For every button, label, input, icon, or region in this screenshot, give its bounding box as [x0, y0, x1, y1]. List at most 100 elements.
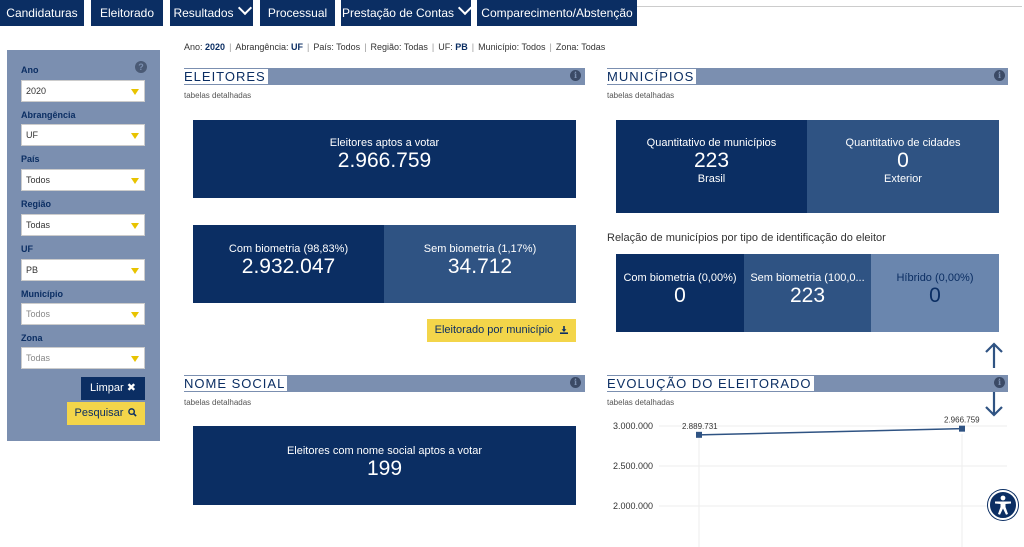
- info-icon[interactable]: i: [570, 70, 581, 81]
- eleitores-com-biometria-label: Com biometria (98,83%): [228, 243, 349, 255]
- data-point[interactable]: [959, 425, 965, 432]
- nav-resultados-label: Resultados: [173, 6, 234, 20]
- dropdown-arrow-icon: [131, 89, 139, 95]
- evolucao-title: EVOLUÇÃO DO ELEITORADO: [607, 376, 814, 391]
- limpar-button[interactable]: Limpar ✖: [81, 377, 145, 400]
- eleitores-subtitle[interactable]: tabelas detalhadas: [184, 91, 252, 100]
- top-navbar: Candidaturas Eleitorado Resultados Proce…: [0, 0, 1024, 26]
- nome-social-label: Eleitores com nome social aptos a votar: [286, 445, 483, 457]
- info-icon[interactable]: i: [994, 70, 1005, 81]
- quantitativo-municipios-sub: Brasil: [697, 173, 726, 185]
- dropdown-arrow-icon: [131, 268, 139, 274]
- abrangencia-label: Abrangência: [21, 110, 76, 120]
- nav-candidaturas[interactable]: Candidaturas: [0, 0, 84, 26]
- filter-zona: Zona: Todas: [555, 42, 606, 52]
- info-icon[interactable]: i: [994, 377, 1005, 388]
- divider: [637, 6, 1022, 7]
- arrow-down-icon[interactable]: [982, 389, 1006, 417]
- municipios-sem-biometria-label: Sem biometria (100,0...: [750, 272, 865, 284]
- eleitorado-por-municipio-button[interactable]: Eleitorado por município: [427, 319, 576, 342]
- nav-processual[interactable]: Processual: [260, 0, 335, 26]
- nav-prestacao-contas-label: Prestação de Contas: [341, 6, 455, 20]
- eleitores-sem-biometria-label: Sem biometria (1,17%): [423, 243, 537, 255]
- municipios-sem-biometria-card[interactable]: Sem biometria (100,0... 223: [744, 254, 871, 332]
- municipios-com-biometria-label: Com biometria (0,00%): [623, 272, 737, 284]
- nav-resultados[interactable]: Resultados: [170, 0, 253, 26]
- filter-uf-label: UF:: [438, 42, 453, 52]
- search-icon: [128, 408, 138, 417]
- evolucao-chart: 3.000.000 2.500.000 2.000.000 2.889.731 2.96…: [613, 416, 1007, 547]
- pais-select-value: Todos: [26, 175, 51, 185]
- eleitores-aptos-value: 2.966.759: [337, 149, 432, 172]
- nav-prestacao-contas[interactable]: Prestação de Contas: [341, 0, 473, 26]
- dropdown-arrow-icon: [131, 178, 139, 184]
- download-icon: [560, 326, 569, 334]
- quantitativo-cidades-sub: Exterior: [884, 173, 922, 185]
- filter-sidebar: ? Ano 2020 Abrangência UF País Todos Reg…: [7, 50, 160, 441]
- filter-ano-value: 2020: [205, 42, 226, 52]
- filter-uf-value: PB: [455, 42, 468, 52]
- eleitores-com-biometria-card[interactable]: Com biometria (98,83%) 2.932.047: [193, 225, 384, 303]
- limpar-button-label: Limpar: [90, 382, 124, 394]
- quantitativo-cidades-label: Quantitativo de cidades: [845, 137, 961, 149]
- abrangencia-select[interactable]: UF: [21, 124, 145, 146]
- municipio-select-value: Todos: [26, 309, 51, 319]
- ano-select[interactable]: 2020: [21, 80, 145, 102]
- data-label: 2.966.759: [944, 416, 980, 425]
- ano-select-value: 2020: [26, 86, 47, 96]
- municipios-com-biometria-card[interactable]: Com biometria (0,00%) 0: [616, 254, 744, 332]
- dropdown-arrow-icon: [131, 223, 139, 229]
- pesquisar-button[interactable]: Pesquisar: [67, 402, 145, 425]
- info-icon[interactable]: i: [570, 377, 581, 388]
- municipios-header-bar: [607, 68, 1008, 85]
- eleitores-aptos-label: Eleitores aptos a votar: [329, 137, 440, 149]
- nome-social-title: NOME SOCIAL: [184, 376, 288, 391]
- series-line: [698, 427, 963, 436]
- data-point[interactable]: [696, 431, 702, 438]
- evolucao-subtitle[interactable]: tabelas detalhadas: [607, 398, 675, 407]
- quantitativo-municipios-card[interactable]: Quantitativo de municípios 223 Brasil: [616, 120, 807, 213]
- y-tick-label: 2.000.000: [613, 501, 653, 511]
- uf-select-value: PB: [26, 265, 39, 275]
- accessibility-icon[interactable]: [988, 490, 1018, 520]
- y-tick-label: 3.000.000: [613, 421, 653, 431]
- pais-select[interactable]: Todos: [21, 169, 145, 191]
- eleitorado-por-municipio-label: Eleitorado por município: [434, 324, 554, 336]
- dropdown-arrow-icon: [131, 133, 139, 139]
- municipios-hibrido-label: Híbrido (0,00%): [896, 272, 974, 284]
- chevron-down-icon: [237, 0, 252, 16]
- nome-social-card[interactable]: Eleitores com nome social aptos a votar …: [193, 426, 576, 505]
- nav-comparecimento[interactable]: Comparecimento/Abstenção: [477, 0, 637, 26]
- chevron-down-icon: [457, 0, 473, 16]
- ano-label: Ano: [21, 65, 39, 75]
- quantitativo-cidades-value: 0: [897, 149, 909, 172]
- data-label: 2.889.731: [682, 422, 718, 431]
- filter-abrangencia-label: Abrangência:: [235, 42, 289, 52]
- zona-label: Zona: [21, 333, 43, 343]
- abrangencia-select-value: UF: [26, 130, 38, 140]
- regiao-label: Região: [21, 199, 52, 209]
- nav-comparecimento-label: Comparecimento/Abstenção: [481, 6, 633, 20]
- nome-social-subtitle[interactable]: tabelas detalhadas: [184, 398, 252, 407]
- close-icon: ✖: [126, 382, 136, 394]
- eleitores-header-bar: [184, 68, 585, 85]
- quantitativo-municipios-label: Quantitativo de municípios: [646, 137, 777, 149]
- filter-ano-label: Ano:: [184, 42, 203, 52]
- regiao-select[interactable]: Todas: [21, 214, 145, 236]
- zona-select-value: Todas: [26, 353, 51, 363]
- municipios-title: MUNICÍPIOS: [607, 69, 697, 84]
- arrow-up-icon[interactable]: [982, 342, 1006, 370]
- municipios-hibrido-card[interactable]: Híbrido (0,00%) 0: [871, 254, 999, 332]
- municipios-subtitle[interactable]: tabelas detalhadas: [607, 91, 675, 100]
- zona-select[interactable]: Todas: [21, 347, 145, 369]
- nav-eleitorado[interactable]: Eleitorado: [91, 0, 163, 26]
- quantitativo-cidades-card[interactable]: Quantitativo de cidades 0 Exterior: [807, 120, 999, 213]
- uf-select[interactable]: PB: [21, 259, 145, 281]
- filter-regiao: Região: Todas: [370, 42, 428, 52]
- eleitores-aptos-card[interactable]: Eleitores aptos a votar 2.966.759: [193, 120, 576, 198]
- help-icon[interactable]: ?: [135, 61, 147, 73]
- municipio-select[interactable]: Todos: [21, 303, 145, 325]
- eleitores-sem-biometria-card[interactable]: Sem biometria (1,17%) 34.712: [384, 225, 576, 303]
- pais-label: País: [21, 154, 40, 164]
- accessibility-figure: [995, 495, 1011, 515]
